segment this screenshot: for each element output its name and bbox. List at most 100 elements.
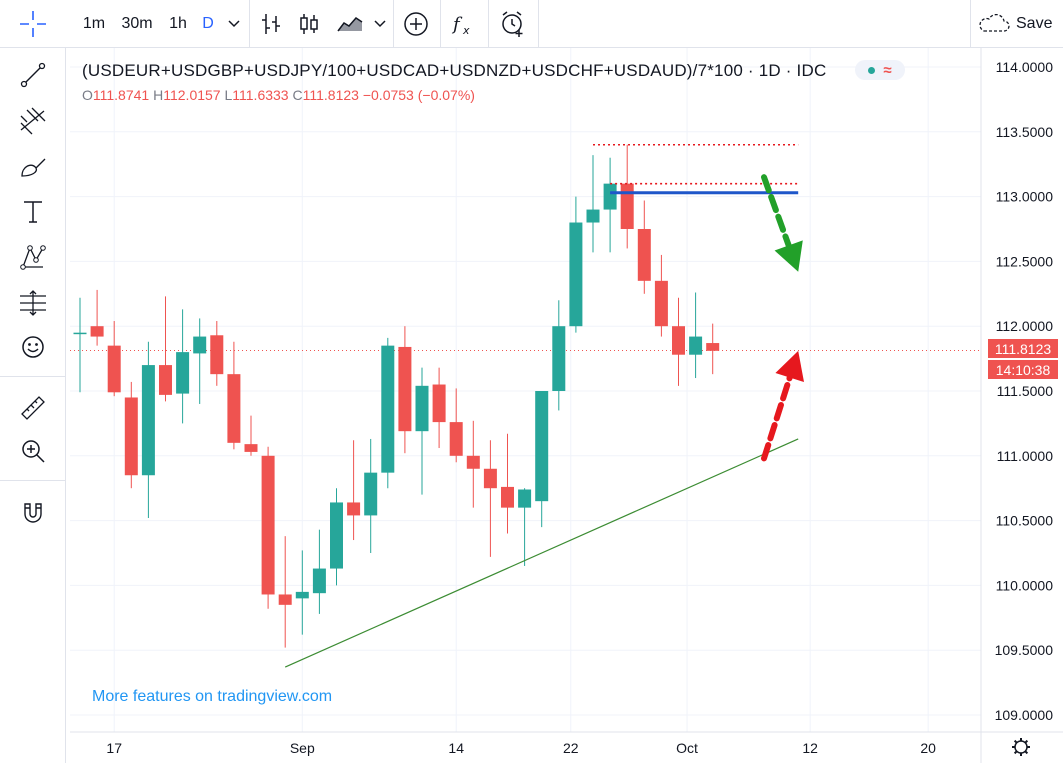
symbol-title[interactable]: (USDEUR+USDGBP+USDJPY/100+USDCAD+USDNZD+… bbox=[82, 61, 827, 80]
candle-body bbox=[176, 352, 190, 394]
candle-body bbox=[466, 455, 480, 469]
candle bbox=[706, 323, 720, 375]
candle bbox=[654, 254, 668, 337]
candle bbox=[415, 367, 429, 495]
arrow-head bbox=[774, 240, 803, 272]
candle bbox=[73, 297, 87, 393]
alert-clock-icon[interactable] bbox=[494, 6, 532, 42]
time-tick-label: 14 bbox=[448, 740, 464, 756]
status-dot-icon bbox=[868, 66, 876, 74]
candle bbox=[90, 289, 104, 346]
price-tick-label: 109.0000 bbox=[995, 707, 1054, 723]
crosshair-icon[interactable] bbox=[15, 0, 51, 48]
candle bbox=[518, 488, 532, 566]
ruler-icon[interactable] bbox=[15, 391, 51, 425]
chevron-down-icon[interactable] bbox=[370, 6, 390, 42]
candle bbox=[295, 550, 309, 635]
price-tick-label: 111.5000 bbox=[997, 383, 1054, 399]
candle-body bbox=[107, 345, 121, 393]
brush-icon[interactable] bbox=[15, 150, 51, 184]
save-label: Save bbox=[1016, 15, 1053, 32]
candle bbox=[535, 391, 549, 528]
candle bbox=[227, 341, 241, 450]
price-tick-label: 110.5000 bbox=[996, 513, 1054, 529]
arrow-head bbox=[775, 350, 805, 383]
candle bbox=[107, 321, 121, 397]
save-button[interactable]: Save bbox=[976, 6, 1060, 42]
candle-body bbox=[552, 326, 566, 391]
candle bbox=[364, 438, 378, 553]
candle-body bbox=[159, 365, 172, 395]
candle-body bbox=[312, 568, 326, 594]
bar-style-icon[interactable] bbox=[254, 6, 288, 42]
candle bbox=[432, 367, 446, 449]
candle-body bbox=[586, 209, 600, 223]
candle bbox=[449, 388, 463, 463]
time-tick-label: 12 bbox=[802, 740, 818, 756]
candle bbox=[483, 440, 497, 557]
last-price-tag: 111.8123 bbox=[988, 339, 1058, 358]
market-status-badge[interactable]: ≈ bbox=[855, 60, 905, 80]
candle-body bbox=[141, 365, 155, 476]
candle-body bbox=[603, 183, 617, 210]
candle bbox=[176, 309, 190, 424]
candle bbox=[501, 433, 514, 534]
candle-body bbox=[432, 384, 446, 423]
trend-line-icon[interactable] bbox=[15, 58, 51, 92]
zoom-in-icon[interactable] bbox=[15, 434, 51, 468]
candle-body bbox=[261, 455, 275, 595]
candle bbox=[552, 300, 566, 411]
magnet-icon[interactable] bbox=[15, 496, 51, 530]
candle-body bbox=[73, 332, 87, 335]
candle-body bbox=[364, 472, 378, 516]
text-icon[interactable] bbox=[15, 194, 51, 228]
candle-body bbox=[654, 280, 668, 327]
prediction-icon[interactable] bbox=[15, 286, 51, 320]
emoji-icon[interactable] bbox=[15, 330, 51, 364]
area-style-icon[interactable] bbox=[330, 6, 370, 42]
candle bbox=[603, 157, 617, 253]
candle-body bbox=[689, 336, 703, 355]
candle bbox=[620, 144, 634, 249]
drawing-tools-sidebar bbox=[0, 11, 66, 763]
interval-1m-button[interactable]: 1m bbox=[82, 15, 106, 32]
arrow-shaft bbox=[761, 374, 793, 462]
chevron-down-icon[interactable] bbox=[222, 6, 246, 42]
compare-add-icon[interactable] bbox=[398, 6, 434, 42]
cloud-icon bbox=[976, 14, 1010, 34]
candle bbox=[569, 196, 583, 333]
interval-d-button[interactable]: D bbox=[202, 15, 214, 32]
price-tick-label: 114.0000 bbox=[996, 59, 1054, 75]
price-tick-label: 109.5000 bbox=[995, 642, 1054, 658]
interval-30m-button[interactable]: 30m bbox=[121, 15, 153, 32]
candle-style-icon[interactable] bbox=[292, 6, 326, 42]
candle-body bbox=[398, 346, 412, 432]
time-tick-label: 17 bbox=[106, 740, 122, 756]
candle-body bbox=[295, 591, 309, 599]
candle bbox=[312, 529, 326, 614]
data-delay-icon: ≈ bbox=[883, 61, 892, 79]
candle-body bbox=[569, 222, 583, 327]
candle-body bbox=[278, 594, 292, 605]
candle bbox=[586, 155, 600, 253]
candle-body bbox=[501, 486, 514, 508]
settings-gear-icon[interactable] bbox=[1012, 738, 1030, 756]
promo-link[interactable]: More features on tradingview.com bbox=[92, 688, 333, 705]
candle-body bbox=[483, 468, 497, 489]
pattern-icon[interactable] bbox=[15, 240, 51, 274]
interval-1h-button[interactable]: 1h bbox=[169, 15, 187, 32]
price-tick-label: 112.5000 bbox=[996, 253, 1054, 269]
price-tick-label: 113.5000 bbox=[996, 124, 1054, 140]
bearish-arrow bbox=[761, 174, 803, 272]
candle-body bbox=[620, 183, 634, 229]
candle-body bbox=[227, 374, 241, 443]
candle-body bbox=[518, 489, 532, 508]
candle-body bbox=[706, 343, 720, 351]
low-value: 111.6333 bbox=[232, 87, 289, 103]
candle-body bbox=[637, 229, 651, 281]
change-value: −0.0753 (−0.07%) bbox=[362, 87, 475, 103]
fib-retracement-icon[interactable] bbox=[15, 104, 51, 138]
